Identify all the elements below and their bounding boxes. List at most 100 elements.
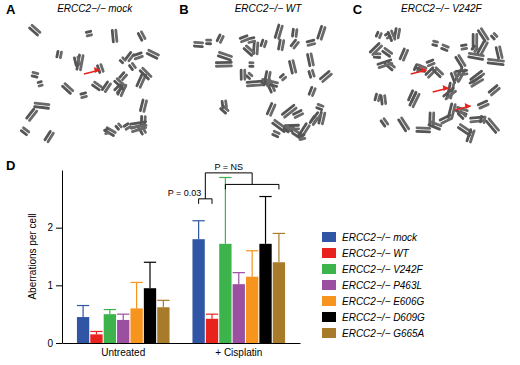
tick-label: 2: [47, 222, 53, 233]
chromatid: [440, 47, 449, 53]
error-line: [211, 314, 212, 319]
chromatid: [61, 84, 73, 95]
chromosome: [425, 58, 436, 67]
chromosome: [73, 55, 82, 67]
chromatid: [386, 31, 393, 43]
chromosome: [25, 107, 39, 122]
panel: AERCC2−/− mock: [6, 2, 160, 144]
chromatid: [19, 129, 28, 137]
chromosome: [217, 51, 234, 62]
chromatid: [373, 92, 378, 101]
chromosome: [305, 38, 316, 47]
chromosome: [19, 126, 30, 137]
bar: [157, 307, 169, 343]
chromosome: [380, 94, 388, 106]
panel-letter: C: [353, 2, 363, 17]
chromosome: [282, 124, 292, 134]
chromatid: [36, 80, 43, 84]
legend-swatch: [322, 280, 336, 290]
chromosome: [30, 71, 39, 79]
error-line: [163, 300, 164, 307]
chromosome: [307, 69, 316, 79]
chromatid: [238, 34, 248, 40]
chromosome: [308, 114, 319, 126]
chromosome: [408, 91, 421, 109]
error-cap: [117, 314, 129, 315]
chromatid: [91, 83, 102, 92]
chromatid: [408, 91, 418, 107]
tick-label: 0: [47, 338, 53, 349]
error-bar: [259, 197, 271, 244]
chromosome: [246, 80, 264, 88]
bar: [233, 284, 245, 343]
error-bar: [273, 233, 285, 262]
chromatid: [479, 115, 483, 124]
chromatid: [316, 25, 323, 40]
y-axis: 012: [47, 171, 62, 349]
chromatid: [33, 105, 50, 110]
legend-label: ERCC2−/− V242F: [342, 264, 423, 275]
bar: [144, 288, 156, 343]
chromatid: [307, 70, 312, 79]
chromatid: [215, 61, 233, 64]
chromatid: [280, 103, 295, 116]
chromatid: [455, 69, 469, 73]
chromatid: [85, 30, 93, 35]
tick-mark: [56, 228, 62, 229]
legend-item: ERCC2−/− V242F: [322, 264, 423, 275]
chromosome: [205, 39, 212, 46]
error-bar: [104, 310, 116, 315]
chromosome: [215, 33, 225, 44]
legend-swatch: [322, 264, 336, 274]
chromatid: [193, 45, 204, 49]
arrow-head: [443, 85, 449, 91]
chromatid: [240, 69, 243, 81]
chromosome: [132, 51, 144, 60]
chromosome: [265, 102, 277, 117]
chromatid: [315, 106, 324, 112]
legend-item: ERCC2−/− P463L: [322, 280, 422, 291]
chromosome: [28, 23, 42, 37]
chromatid: [482, 115, 486, 124]
chromatid: [224, 99, 228, 108]
chromosome: [368, 41, 383, 56]
chromatid: [432, 68, 443, 78]
chromatid: [243, 69, 246, 81]
annotation: P = 0.03: [168, 188, 202, 198]
panel-title: ERCC2−/− WT: [235, 3, 303, 14]
chromosome: [465, 128, 476, 144]
chromatid: [55, 50, 59, 59]
error-bar: [90, 331, 102, 334]
chromosome: [145, 48, 160, 60]
chromatid: [129, 120, 147, 125]
bar: [117, 320, 129, 343]
chromatid: [118, 71, 126, 80]
chromosome: [103, 126, 117, 138]
error-line: [198, 221, 199, 239]
chromatid: [262, 70, 268, 87]
chromosome: [306, 52, 315, 67]
chromatid: [484, 119, 497, 134]
chromatid: [460, 47, 468, 51]
chromatid: [248, 61, 254, 64]
bar: [219, 244, 231, 343]
axis-title: Aberrations per cell: [27, 213, 38, 299]
chromosome: [289, 38, 300, 50]
legend-swatch: [322, 296, 336, 306]
error-bar: [130, 282, 142, 308]
chromatid: [242, 47, 254, 58]
bar: [104, 314, 116, 343]
chromatid: [306, 53, 312, 68]
chromosome: [447, 102, 457, 120]
chromatid: [59, 50, 63, 59]
panel-title: ERCC2−/− V242F: [401, 3, 482, 14]
chromosome: [273, 23, 284, 40]
chromosome: [113, 77, 128, 91]
panel-letter: A: [6, 2, 16, 17]
error-cap: [130, 282, 142, 283]
chromatid: [138, 69, 150, 81]
error-bar: [192, 221, 204, 239]
legend: ERCC2−/− mockERCC2−/− WTERCC2−/− V242FER…: [322, 232, 425, 339]
chromatid: [113, 79, 125, 91]
chromosome: [487, 84, 501, 97]
